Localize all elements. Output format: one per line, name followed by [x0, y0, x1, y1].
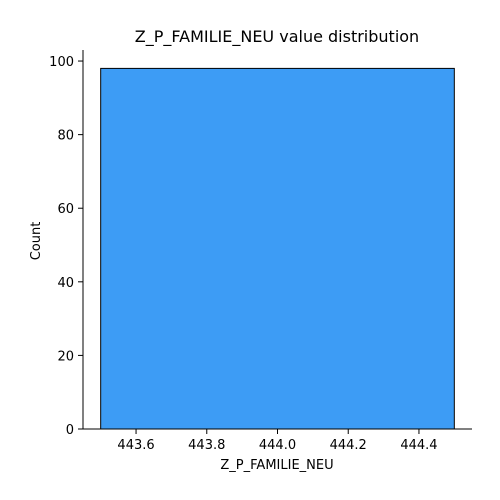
y-tick-label: 20: [57, 349, 74, 364]
y-tick-label: 100: [49, 55, 74, 70]
bars-group: [100, 67, 455, 430]
y-tick-label: 0: [66, 423, 74, 438]
y-tick-label: 80: [57, 129, 74, 144]
x-tick-label: 443.6: [117, 438, 154, 453]
x-tick-label: 444.2: [330, 438, 367, 453]
y-axis-title: Count: [29, 222, 44, 261]
y-axis-ticks: 0 20 40 60 80 100: [49, 55, 83, 438]
x-tick-label: 444.0: [259, 438, 296, 453]
x-tick-label: 443.8: [188, 438, 225, 453]
x-axis-ticks: 443.6 443.8 444.0 444.2 444.4: [117, 429, 438, 453]
chart-title: Z_P_FAMILIE_NEU value distribution: [135, 27, 419, 47]
x-tick-label: 444.4: [400, 438, 437, 453]
histogram-bar: [100, 67, 455, 430]
y-tick-label: 60: [57, 202, 74, 217]
y-tick-label: 40: [57, 276, 74, 291]
x-axis-title: Z_P_FAMILIE_NEU: [220, 458, 333, 473]
